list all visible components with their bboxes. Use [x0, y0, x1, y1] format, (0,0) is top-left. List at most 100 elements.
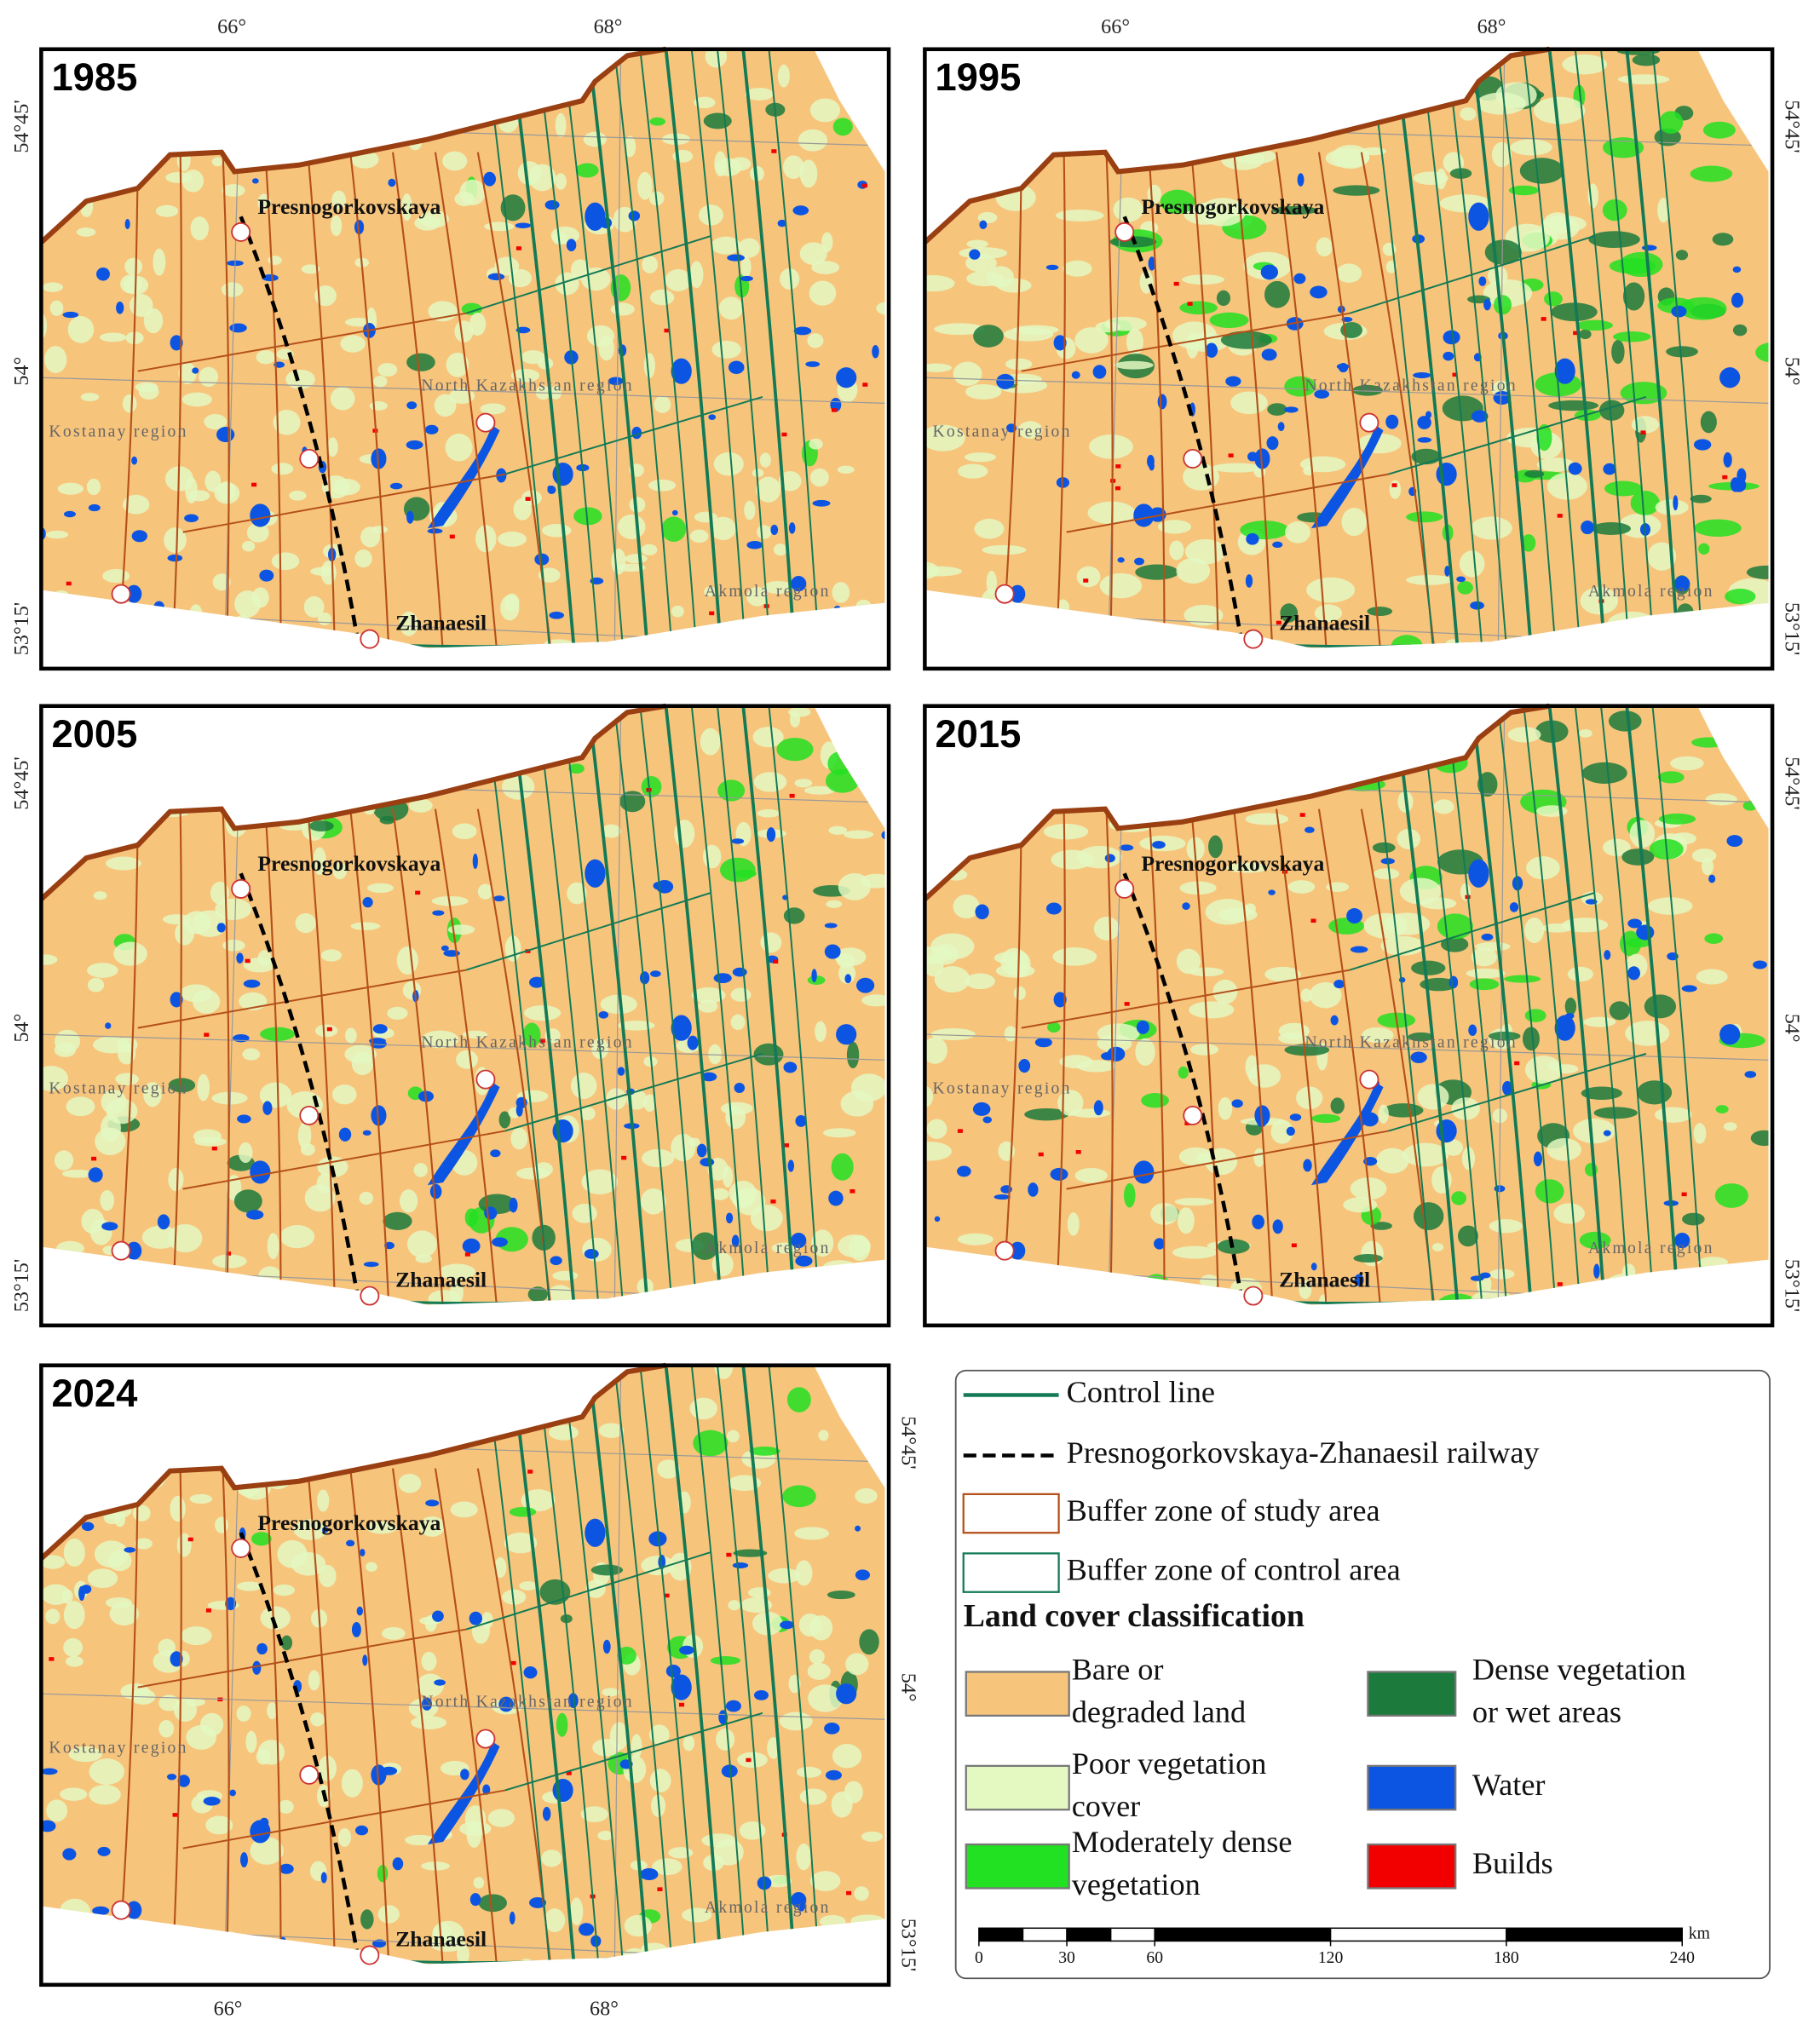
- vegetation-patch: [718, 296, 744, 320]
- scale-label: 120: [1318, 1948, 1344, 1967]
- vegetation-patch: [809, 1648, 825, 1665]
- water-body: [1146, 454, 1155, 469]
- vegetation-patch: [1406, 574, 1453, 585]
- water-body: [855, 1569, 871, 1581]
- vegetation-patch: [193, 989, 221, 1014]
- lake: [1719, 367, 1741, 388]
- vegetation-patch: [1043, 823, 1089, 840]
- vegetation-patch: [1230, 391, 1268, 415]
- vegetation-patch: [1353, 1254, 1383, 1263]
- water-body: [700, 1072, 717, 1082]
- vegetation-patch: [304, 1184, 336, 1212]
- vegetation-patch: [1284, 1044, 1330, 1056]
- vegetation-patch: [57, 482, 84, 495]
- vegetation-patch: [1658, 813, 1696, 825]
- vegetation-patch: [838, 872, 871, 900]
- vegetation-patch: [66, 1096, 95, 1117]
- water-body: [732, 967, 747, 977]
- build: [846, 1890, 852, 1896]
- vegetation-patch: [1618, 513, 1662, 538]
- map-panel: 2024 Presnogorkovskaya Zhanaesil North Kaza…: [39, 1362, 920, 2021]
- water-body: [598, 1011, 609, 1019]
- vegetation-patch: [986, 570, 997, 595]
- vegetation-patch: [1715, 1105, 1729, 1113]
- build: [187, 1537, 193, 1542]
- water-body: [731, 1234, 740, 1248]
- study-buffer-line: [264, 152, 282, 648]
- control-buffer-line: [768, 705, 821, 1305]
- study-buffer-line: [434, 152, 498, 648]
- vegetation-patch: [730, 987, 752, 1002]
- vegetation-patch: [610, 302, 635, 316]
- vegetation-patch: [1413, 1202, 1444, 1231]
- vegetation-patch: [654, 395, 671, 413]
- study-buffer-line: [1148, 808, 1166, 1305]
- legend-swatch: [965, 1671, 1070, 1717]
- water-body: [1731, 292, 1744, 308]
- legend-swatch: [965, 1843, 1070, 1890]
- vegetation-patch: [1089, 434, 1133, 459]
- build: [1115, 464, 1121, 469]
- water-body: [713, 973, 732, 984]
- vegetation-patch: [80, 393, 100, 402]
- vegetation-patch: [1655, 499, 1689, 515]
- lake: [585, 859, 606, 888]
- water-body: [354, 219, 365, 235]
- lake: [250, 503, 271, 527]
- vegetation-patch: [340, 335, 366, 353]
- water-body: [1385, 414, 1399, 429]
- vegetation-patch: [697, 999, 718, 1013]
- vegetation-patch: [86, 963, 118, 978]
- water-body: [483, 171, 496, 187]
- control-buffer-line: [639, 705, 698, 1305]
- vegetation-patch: [641, 1556, 675, 1576]
- railway: [239, 216, 359, 636]
- vegetation-patch: [446, 352, 469, 377]
- vegetation-patch: [1567, 966, 1593, 982]
- vegetation-patch: [1285, 521, 1310, 544]
- water-body: [472, 853, 478, 869]
- build: [783, 1143, 789, 1148]
- vegetation-patch: [828, 826, 847, 835]
- vegetation-patch: [1216, 290, 1231, 307]
- water-body: [740, 275, 753, 282]
- vegetation-patch: [850, 1073, 885, 1102]
- vegetation-patch: [500, 194, 526, 221]
- water-body: [354, 1825, 369, 1836]
- lake: [552, 1778, 573, 1803]
- vegetation-patch: [498, 532, 527, 547]
- water-body: [432, 1610, 444, 1622]
- water-body: [1245, 574, 1253, 588]
- vegetation-patch: [1176, 948, 1201, 975]
- vegetation-patch: [924, 1037, 947, 1064]
- water-body: [1134, 557, 1144, 566]
- water-body: [753, 1690, 769, 1700]
- railway: [1122, 872, 1242, 1292]
- vegetation-patch: [544, 1908, 566, 1933]
- water-body: [727, 254, 745, 262]
- vegetation-patch: [722, 1165, 734, 1188]
- study-buffer-line: [1021, 969, 1351, 1029]
- vegetation-patch: [693, 1430, 729, 1457]
- water-body: [105, 1022, 112, 1029]
- water-body: [1246, 532, 1259, 545]
- water-body: [256, 1642, 268, 1655]
- water-body: [406, 510, 414, 524]
- town-marker: [299, 448, 320, 469]
- vegetation-patch: [164, 527, 187, 553]
- vegetation-patch: [618, 1020, 655, 1031]
- vegetation-patch: [405, 1834, 435, 1846]
- vegetation-patch: [965, 383, 1002, 400]
- vegetation-patch: [1218, 1096, 1233, 1120]
- water-body: [362, 1654, 368, 1666]
- vegetation-patch: [214, 482, 240, 504]
- water-body: [1310, 1263, 1317, 1271]
- water-body: [92, 1906, 110, 1916]
- study-buffer-line: [182, 1130, 505, 1190]
- lat-label: 53°15': [10, 602, 33, 655]
- legend-frame: [954, 1369, 1771, 1980]
- vegetation-patch: [846, 1041, 860, 1069]
- control-buffer-line: [510, 1365, 577, 1965]
- region-label: Kostanay region: [932, 423, 1071, 441]
- water-body: [124, 218, 130, 230]
